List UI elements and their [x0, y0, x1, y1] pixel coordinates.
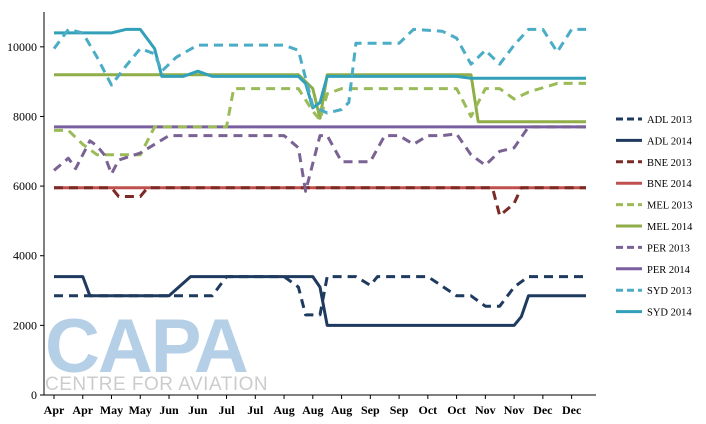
x-tick-label: Jul	[219, 403, 236, 417]
x-tick-label: Dec	[533, 403, 553, 417]
y-tick-label: 6000	[13, 179, 37, 193]
legend-label: PER 2013	[647, 243, 690, 254]
legend-label: BNE 2013	[647, 158, 692, 169]
x-tick-label: Jun	[159, 403, 179, 417]
series-line-adl-2013	[54, 275, 586, 317]
watermark-tagline: CENTRE FOR AVIATION	[45, 374, 268, 395]
legend-label: SYD 2013	[647, 286, 692, 297]
series-line-syd-2013	[52, 27, 586, 115]
y-tick-label: 8000	[13, 109, 37, 123]
x-tick-label: Jul	[247, 403, 264, 417]
series-line-syd-2014	[54, 27, 586, 110]
x-tick-label: Nov	[475, 403, 496, 417]
legend-label: MEL 2013	[647, 201, 692, 212]
series-line-per-2013	[53, 125, 586, 193]
legend-label: MEL 2014	[647, 222, 693, 233]
y-tick-label: 10000	[7, 40, 37, 54]
capa-watermark: CAPA CENTRE FOR AVIATION	[45, 304, 268, 395]
legend-label: SYD 2014	[647, 308, 692, 319]
x-tick-label: Apr	[44, 403, 65, 417]
x-tick-label: May	[100, 403, 123, 417]
legend-label: BNE 2014	[647, 179, 692, 190]
x-tick-label: May	[129, 403, 152, 417]
x-tick-label: Apr	[72, 403, 93, 417]
x-tick-label: Sep	[390, 403, 409, 417]
x-tick-label: Oct	[447, 403, 466, 417]
x-tick-label: Aug	[331, 403, 352, 417]
y-tick-label: 2000	[13, 318, 37, 332]
series-line-bne-2013	[54, 186, 586, 218]
legend: ADL 2013 ADL 2014 BNE 2013 BNE 2014 MEL 2013…	[616, 115, 693, 319]
y-tick-label: 4000	[13, 249, 37, 263]
x-tick-label: Oct	[419, 403, 438, 417]
x-tick-label: Aug	[302, 403, 323, 417]
x-tick-label: Dec	[562, 403, 582, 417]
legend-label: ADL 2013	[647, 115, 692, 126]
x-tick-label: Nov	[504, 403, 525, 417]
x-tick-label: Aug	[273, 403, 294, 417]
x-tick-label: Jun	[188, 403, 208, 417]
y-tick-label: 0	[31, 388, 37, 402]
series-layer	[52, 27, 586, 327]
series-line-mel-2013	[54, 81, 586, 157]
x-tick-label: Sep	[361, 403, 380, 417]
watermark-brand: CAPA	[45, 304, 247, 389]
legend-label: ADL 2014	[647, 136, 693, 147]
axes: 0 2000 4000 6000 8000 10000 Apr Apr May May Jun Jun…	[7, 12, 596, 417]
legend-label: PER 2014	[647, 265, 691, 276]
